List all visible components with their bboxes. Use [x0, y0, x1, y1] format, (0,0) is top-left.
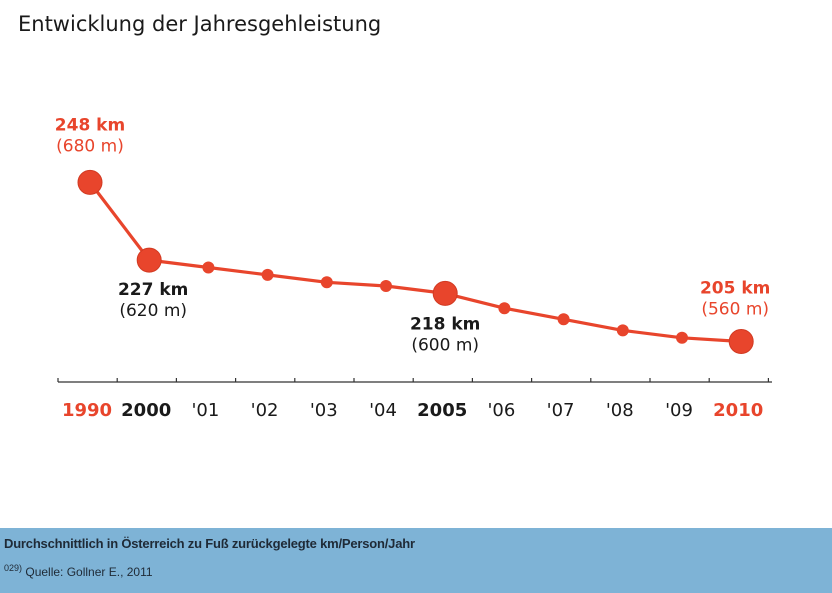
x-tick-label: '03 — [310, 400, 338, 421]
x-tick-label: 2005 — [417, 400, 467, 421]
source-reference: 029) — [4, 563, 23, 573]
data-point-highlighted — [432, 280, 458, 306]
x-tick-label: 1990 — [62, 400, 112, 421]
data-label-meters: (560 m) — [701, 300, 769, 320]
x-tick-label: '09 — [665, 400, 693, 421]
data-point — [498, 302, 511, 315]
x-axis — [57, 378, 772, 383]
data-point — [202, 261, 215, 274]
data-label-value: 227 km — [118, 280, 188, 300]
data-point — [380, 280, 392, 292]
data-label-meters: (620 m) — [119, 301, 187, 321]
x-tick-label: '07 — [547, 400, 575, 421]
data-point — [261, 268, 274, 281]
footer-caption-bar: Durchschnittlich in Österreich zu Fuß zu… — [0, 528, 832, 593]
series-line — [88, 180, 743, 344]
series-line-group — [88, 180, 743, 344]
data-point — [557, 313, 570, 326]
data-point-highlighted — [77, 169, 103, 195]
data-label-meters: (600 m) — [411, 335, 479, 355]
data-point — [676, 331, 688, 344]
x-tick-label: '01 — [191, 400, 219, 421]
source-text: Quelle: Gollner E., 2011 — [25, 565, 153, 579]
x-tick-label: '02 — [251, 400, 279, 421]
data-label-value: 218 km — [410, 314, 480, 334]
x-tick-label: '06 — [487, 400, 515, 421]
chart-title: Entwicklung der Jahresgehleistung — [18, 12, 382, 36]
x-tick-label: 2000 — [121, 400, 171, 421]
source-note: 029) Quelle: Gollner E., 2011 — [4, 563, 153, 579]
x-tick-labels: 1990 2000 '01 '02 '03 '04 2005 '06 '07 '08 '09 2010 — [62, 400, 763, 421]
line-chart: 248 km(680 m) 227 km(620 m) 218 km(600 m) 2… — [55, 115, 772, 421]
data-points — [77, 169, 754, 354]
data-labels: 248 km(680 m) 227 km(620 m) 218 km(600 m) 2… — [55, 115, 771, 355]
data-label-value: 205 km — [700, 279, 770, 299]
data-label-value: 248 km — [55, 115, 125, 135]
data-point — [320, 276, 333, 289]
data-label-meters: (680 m) — [56, 136, 124, 156]
chart-caption: Durchschnittlich in Österreich zu Fuß zu… — [4, 536, 415, 551]
data-point — [616, 324, 629, 337]
data-point-highlighted — [728, 329, 754, 354]
x-tick-label: '04 — [369, 400, 397, 421]
x-tick-label: '08 — [606, 400, 634, 421]
x-tick-label: 2010 — [713, 400, 763, 421]
data-point-highlighted — [136, 247, 162, 273]
